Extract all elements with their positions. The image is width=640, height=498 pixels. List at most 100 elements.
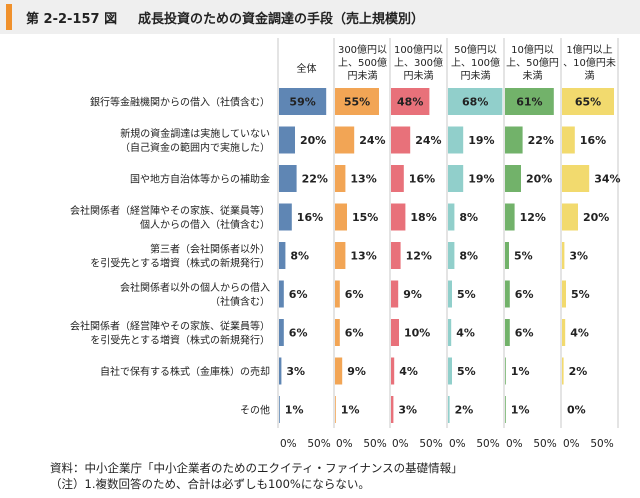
- value-label: 13%: [350, 173, 376, 186]
- value-label: 2%: [455, 404, 474, 417]
- bar: [505, 165, 521, 192]
- bar: [335, 126, 355, 154]
- value-label: 34%: [594, 173, 620, 186]
- bar: [335, 165, 346, 192]
- bar: [335, 280, 340, 308]
- value-label: 5%: [457, 288, 476, 301]
- value-label: 6%: [289, 327, 308, 340]
- bar: [562, 203, 578, 231]
- value-label: 5%: [571, 288, 590, 301]
- x-tick-label: 0%: [563, 438, 580, 450]
- value-label: 5%: [514, 250, 533, 263]
- bar: [279, 319, 284, 346]
- bar: [505, 396, 506, 423]
- bar: [448, 126, 464, 154]
- panel-header-label: 満: [585, 70, 595, 82]
- bar: [562, 165, 590, 192]
- bar: [505, 126, 523, 154]
- category-label: 第三者（会社関係者以外）: [150, 243, 270, 256]
- x-tick-label: 50%: [533, 438, 556, 450]
- bar: [391, 242, 401, 269]
- value-label: 24%: [415, 134, 441, 147]
- figure-header: 第 2-2-157 図 成長投資のための資金調達の手段（売上規模別）: [0, 0, 640, 34]
- value-label: 6%: [515, 288, 534, 301]
- value-label: 22%: [302, 173, 328, 186]
- bar: [279, 396, 280, 423]
- bar: [448, 357, 452, 385]
- value-label: 9%: [347, 365, 366, 378]
- footnote: （注）1.複数回答のため、合計は必ずしも100%にならない。: [50, 477, 370, 491]
- value-label: 61%: [516, 96, 542, 109]
- bar: [279, 280, 284, 308]
- bar: [279, 203, 292, 231]
- x-tick-label: 0%: [449, 438, 466, 450]
- value-label: 18%: [410, 211, 436, 224]
- value-label: 12%: [520, 211, 546, 224]
- value-label: 3%: [569, 250, 588, 263]
- value-label: 24%: [359, 134, 385, 147]
- value-label: 19%: [468, 134, 494, 147]
- value-label: 1%: [511, 404, 530, 417]
- bar: [279, 242, 286, 269]
- category-label: その他: [240, 404, 270, 417]
- panel-header-label: 1億円以上: [566, 43, 612, 56]
- bar: [335, 203, 347, 231]
- bar: [391, 319, 399, 346]
- bar: [391, 165, 404, 192]
- bar: [279, 88, 327, 115]
- panel-header-label: 、10億円未: [563, 56, 616, 69]
- source-notes: 資料：中小企業庁「中小企業者のためのエクイティ・ファイナンスの基礎情報」 （注）…: [50, 460, 463, 492]
- bar: [562, 357, 564, 385]
- value-label: 8%: [459, 250, 478, 263]
- bar: [335, 88, 379, 115]
- value-label: 3%: [286, 365, 305, 378]
- panel-header-label: 300億円以: [338, 43, 387, 56]
- bar: [562, 280, 566, 308]
- value-label: 20%: [300, 134, 326, 147]
- x-tick-label: 0%: [506, 438, 523, 450]
- panel-header-label: 未満: [523, 70, 543, 82]
- value-label: 1%: [341, 404, 360, 417]
- value-label: 59%: [289, 96, 315, 109]
- bar: [448, 396, 450, 423]
- bar: [505, 357, 506, 385]
- figure-title: 成長投資のための資金調達の手段（売上規模別）: [138, 11, 425, 27]
- panel-header-label: 10億円以: [511, 43, 554, 56]
- value-label: 68%: [462, 96, 488, 109]
- panel-header-label: 上、500億: [338, 56, 387, 69]
- bar: [448, 280, 452, 308]
- value-label: 8%: [290, 250, 309, 263]
- category-label: を引受先とする増資（株式の新規発行）: [90, 334, 270, 347]
- value-label: 1%: [511, 365, 530, 378]
- value-label: 1%: [285, 404, 304, 417]
- bar: [505, 203, 515, 231]
- panel-header-label: 100億円以: [394, 43, 443, 56]
- value-label: 9%: [403, 288, 422, 301]
- category-label: 銀行等金融機関からの借入（社債含む）: [90, 96, 270, 109]
- x-tick-label: 50%: [363, 438, 386, 450]
- bar: [562, 126, 575, 154]
- category-label: を引受先とする増資（株式の新規発行）: [90, 257, 270, 270]
- bar: [448, 319, 452, 346]
- value-label: 16%: [409, 173, 435, 186]
- value-label: 6%: [345, 288, 364, 301]
- category-label: 個人からの借入（社債含む）: [140, 218, 270, 231]
- x-tick-label: 0%: [392, 438, 409, 450]
- x-tick-label: 50%: [307, 438, 330, 450]
- x-tick-label: 0%: [336, 438, 353, 450]
- x-tick-label: 0%: [280, 438, 297, 450]
- panel-header-label: 上、50億円: [506, 56, 559, 69]
- bar: [335, 357, 343, 385]
- bar: [391, 203, 406, 231]
- category-label: 新規の資金調達は実施していない: [120, 127, 270, 140]
- value-label: 10%: [404, 327, 430, 340]
- bar: [505, 88, 554, 115]
- bar: [562, 88, 614, 115]
- panel-header-label: 上、300億: [394, 56, 443, 69]
- value-label: 4%: [570, 327, 589, 340]
- value-label: 16%: [580, 134, 606, 147]
- bar: [391, 357, 395, 385]
- category-label: 自社で保有する株式（金庫株）の売却: [100, 365, 270, 378]
- value-label: 6%: [345, 327, 364, 340]
- value-label: 12%: [406, 250, 432, 263]
